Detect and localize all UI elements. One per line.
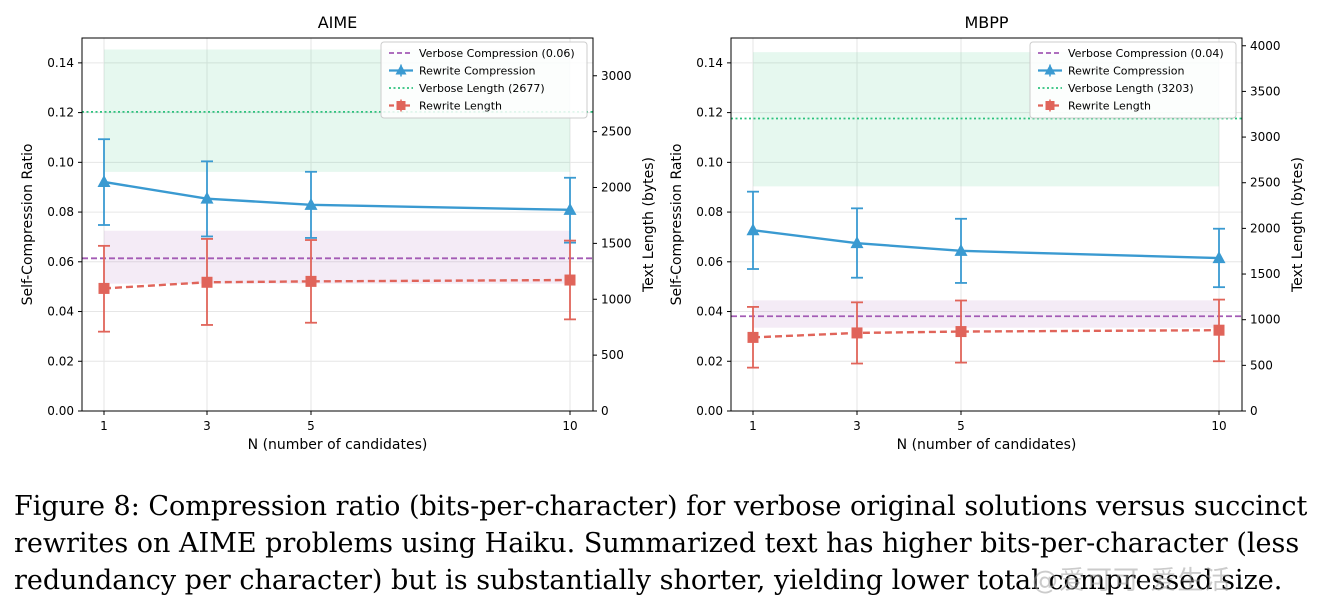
y-tick-label: 0.02 [696,354,723,368]
y2-tick-label: 500 [601,348,624,362]
y-tick-label: 0.12 [47,106,74,120]
y-tick-label: 0.10 [47,155,74,169]
plot-frame [81,37,594,412]
legend-marker [1045,101,1055,110]
data-point [201,276,213,288]
legend-marker [395,64,407,75]
legend-box [1029,41,1237,119]
legend-box [380,41,588,119]
y2-axis-label: Text Length (bytes) [1290,157,1306,293]
chart-title: AIME [318,13,358,32]
y2-tick-label: 2000 [1250,221,1281,235]
y2-tick-label: 2000 [601,181,632,195]
caption-line-1: Figure 8: Compression ratio (bits-per-ch… [14,491,1308,522]
legend-label: Rewrite Compression [419,65,535,78]
y-tick-label: 0.14 [696,56,723,70]
y2-tick-label: 1000 [601,292,632,306]
data-point [850,236,864,249]
y2-tick-label: 0 [601,404,609,418]
y-tick-label: 0.08 [696,205,723,219]
data-point [305,275,317,287]
data-point [1212,251,1226,264]
y-tick-label: 0.14 [47,56,74,70]
series-line [752,328,1220,339]
y2-tick-label: 1500 [1250,267,1281,281]
plot-frame [730,37,1243,412]
y-tick-label: 0.10 [696,155,723,169]
data-point [954,243,968,256]
legend-label: Verbose Compression (0.06) [419,47,575,60]
x-tick-label: 10 [1211,419,1226,433]
x-tick-label: 5 [307,419,315,433]
y-tick-label: 0.04 [47,305,74,319]
y-tick-label: 0.08 [47,205,74,219]
x-tick-label: 10 [562,419,577,433]
y-tick-label: 0.06 [47,255,74,269]
x-tick-label: 1 [100,419,108,433]
legend-marker [396,101,406,110]
data-point [955,326,967,338]
y2-tick-label: 1500 [601,236,632,250]
x-axis-label: N (number of candidates) [248,437,428,453]
y2-tick-label: 3000 [1250,130,1281,144]
x-tick-label: 5 [957,419,965,433]
data-point [747,331,759,343]
data-point [564,274,576,286]
legend-label: Verbose Length (3203) [1068,82,1194,95]
watermark: @爱可可-爱生活 [1032,566,1232,596]
y-tick-label: 0.06 [696,255,723,269]
series-line [752,229,1220,260]
chart-panel-1: 1 3 5 10 0.00 0.02 0.04 0.06 0.08 0.10 0.12 0.14 0 50… [20,13,657,453]
data-point [563,202,577,215]
legend-marker [1044,64,1056,75]
x-tick-label: 3 [853,419,861,433]
x-tick-label: 3 [203,419,211,433]
y-tick-label: 0.12 [696,106,723,120]
y2-tick-label: 2500 [601,125,632,139]
reference-band [753,300,1219,328]
y-tick-label: 0.00 [47,404,74,418]
y-tick-label: 0.02 [47,354,74,368]
chart-panel-2: 1 3 5 10 0.00 0.02 0.04 0.06 0.08 0.10 0.12 0.14 0 50… [669,13,1306,453]
data-point [200,191,214,204]
caption-line-2: rewrites on AIME problems using Haiku. S… [14,528,1300,559]
chart-canvas: 1 3 5 100.000.020.040.060.080.100.120.14050… [20,13,1306,453]
y2-tick-label: 0 [1250,404,1258,418]
data-point [304,197,318,210]
y2-tick-label: 4000 [1250,39,1281,53]
legend-label: Verbose Length (2677) [419,82,545,95]
x-tick-label: 1 [749,419,757,433]
y-tick-label: 0.04 [696,305,723,319]
y-axis-label: Self-Compression Ratio [20,144,36,306]
legend-label: Verbose Compression (0.04) [1068,47,1224,60]
data-point [851,327,863,339]
figure-caption: Figure 8: Compression ratio (bits-per-ch… [14,488,1316,599]
y2-tick-label: 3000 [601,69,632,83]
y2-tick-label: 2500 [1250,176,1281,190]
reference-band [104,230,570,284]
y2-axis-label: Text Length (bytes) [641,157,657,293]
series-line [103,278,571,290]
data-point [97,174,111,187]
y2-tick-label: 1000 [1250,313,1281,327]
x-axis-label: N (number of candidates) [897,437,1077,453]
caption-line-3: redundancy per character) but is substan… [14,565,1283,596]
chart-title: MBPP [964,13,1008,32]
legend-label: Rewrite Length [1068,100,1151,113]
y2-tick-label: 500 [1250,358,1273,372]
data-point [98,282,110,294]
data-point [1213,324,1225,336]
y2-tick-label: 3500 [1250,84,1281,98]
legend-label: Rewrite Compression [1068,65,1184,78]
series-line [103,180,571,212]
data-point [746,223,760,236]
y-axis-label: Self-Compression Ratio [669,144,685,306]
legend-label: Rewrite Length [419,100,502,113]
y-tick-label: 0.00 [696,404,723,418]
